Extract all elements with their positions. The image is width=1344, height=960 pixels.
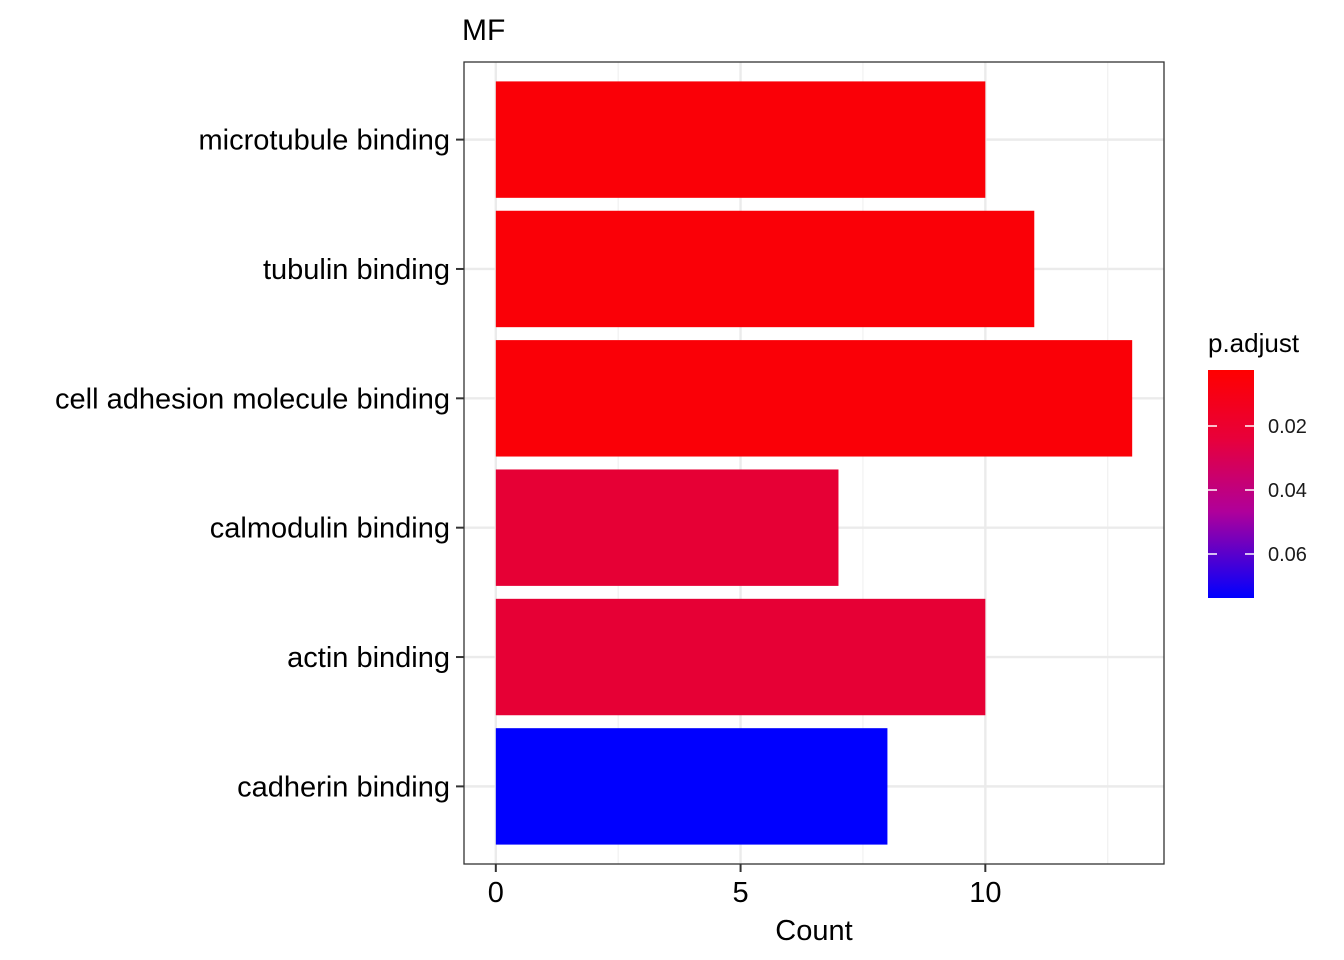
- category-label: tubulin binding: [263, 254, 450, 286]
- legend-tick-label: 0.06: [1268, 544, 1307, 566]
- legend-tick-label: 0.04: [1268, 480, 1307, 502]
- category-label: cadherin binding: [237, 771, 450, 803]
- bar: [495, 210, 1035, 328]
- category-label: calmodulin binding: [210, 513, 450, 545]
- x-tick-label: 10: [969, 877, 1001, 909]
- chart-title: MF: [462, 14, 505, 47]
- category-label: microtubule binding: [199, 125, 450, 157]
- bar: [495, 469, 839, 586]
- x-tick-label: 5: [733, 877, 749, 909]
- x-axis: 0 5 10: [488, 864, 1001, 909]
- category-label: cell adhesion molecule binding: [55, 383, 450, 415]
- panel-border: [463, 61, 1165, 865]
- legend: p.adjust 0.02 0.04 0.06: [1208, 328, 1307, 598]
- legend-title: p.adjust: [1208, 328, 1300, 358]
- x-axis-label: Count: [775, 915, 852, 947]
- bar: [495, 728, 888, 845]
- x-tick-label: 0: [488, 877, 504, 909]
- bar: [495, 81, 986, 198]
- y-axis: microtubule binding tubulin binding cell a…: [55, 125, 464, 803]
- category-label: actin binding: [287, 642, 450, 674]
- bars: [495, 81, 1133, 845]
- legend-colorbar: [1208, 370, 1254, 598]
- legend-tick-label: 0.02: [1268, 416, 1307, 438]
- bar: [495, 340, 1133, 457]
- bar: [495, 598, 986, 716]
